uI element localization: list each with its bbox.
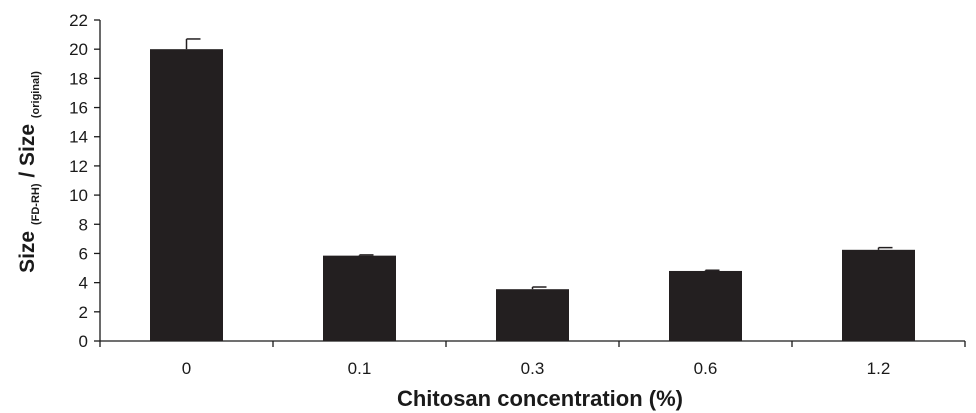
y-axis-title-sub2: (original) (30, 71, 42, 118)
y-tick-label: 22 (69, 11, 88, 30)
y-axis-title-part1: Size (16, 225, 39, 273)
y-tick-label: 6 (79, 244, 88, 263)
y-axis-title-part2: / Size (16, 118, 39, 183)
y-tick-label: 12 (69, 157, 88, 176)
y-tick-label: 16 (69, 99, 88, 118)
y-tick-label: 10 (69, 186, 88, 205)
x-tick-label: 0.6 (694, 359, 718, 378)
bar (842, 249, 915, 341)
y-axis-title: Size (FD-RH) / Size (original) (16, 71, 42, 273)
bar (496, 289, 569, 341)
y-tick-label: 20 (69, 40, 88, 59)
y-tick-label: 2 (79, 303, 88, 322)
bar (669, 270, 742, 341)
y-tick-label: 18 (69, 69, 88, 88)
bars (150, 38, 915, 341)
y-axis: 0 2 4 6 8 10 12 14 16 18 20 22 (69, 11, 101, 351)
y-axis-title-sub1: (FD-RH) (30, 183, 42, 225)
x-tick-label: 1.2 (867, 359, 891, 378)
y-tick-label: 4 (79, 274, 88, 293)
y-tick-label: 0 (79, 332, 88, 351)
x-tick-label: 0 (182, 359, 191, 378)
bar (323, 255, 396, 341)
x-axis: 0 0.1 0.3 0.6 1.2 (99, 340, 966, 378)
x-axis-title: Chitosan concentration (%) (397, 386, 683, 411)
x-tick-label: 0.1 (348, 359, 372, 378)
y-tick-label: 8 (79, 215, 88, 234)
bar (150, 49, 223, 341)
x-tick-label: 0.3 (521, 359, 545, 378)
y-tick-label: 14 (69, 128, 88, 147)
